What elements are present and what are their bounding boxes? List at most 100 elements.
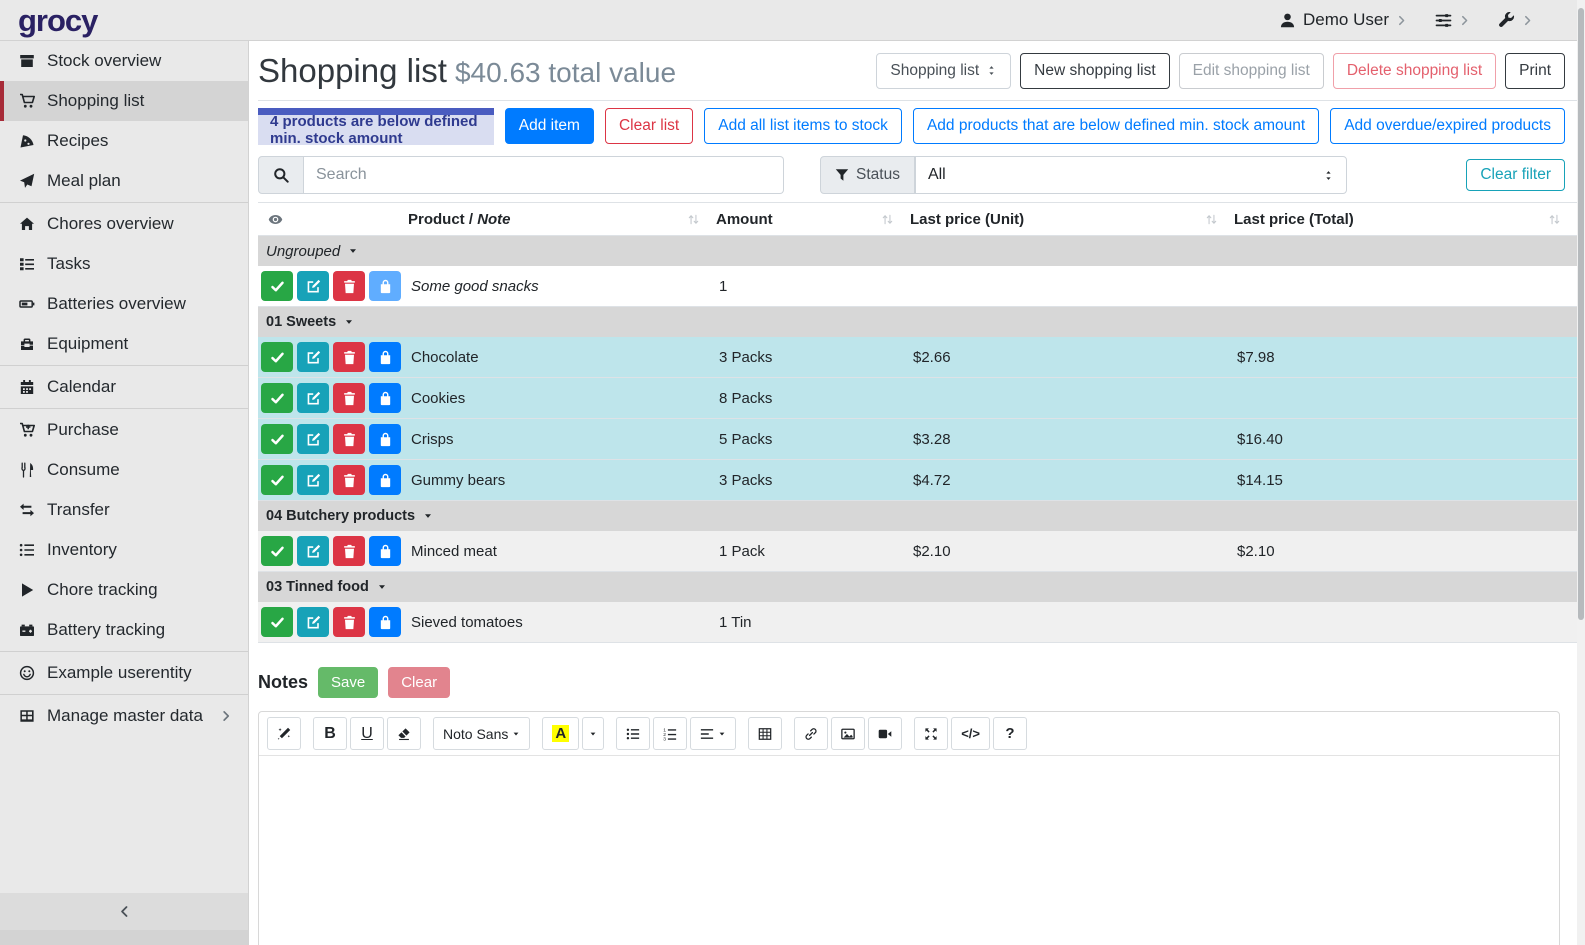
- sidebar-item-manage-master-data[interactable]: Manage master data: [0, 696, 248, 736]
- row-edit-button[interactable]: [297, 607, 329, 637]
- row-add-to-stock-button[interactable]: [369, 342, 401, 372]
- sidebar-item-shopping-list[interactable]: Shopping list: [0, 81, 248, 121]
- row-delete-button[interactable]: [333, 536, 365, 566]
- group-row-03-tinned-food[interactable]: 03 Tinned food: [258, 572, 1577, 602]
- group-row-ungrouped[interactable]: Ungrouped: [258, 236, 1577, 266]
- row-done-button[interactable]: [261, 383, 293, 413]
- sidebar-item-equipment[interactable]: Equipment: [0, 324, 248, 364]
- row-edit-button[interactable]: [297, 342, 329, 372]
- shopping-list-table: Product / Note Amount Last price (Unit) …: [258, 202, 1577, 643]
- sidebar-item-purchase[interactable]: Purchase: [0, 410, 248, 450]
- scrollbar-thumb[interactable]: [1578, 8, 1584, 620]
- sidebar-item-batteries-overview[interactable]: Batteries overview: [0, 284, 248, 324]
- sidebar-item-transfer[interactable]: Transfer: [0, 490, 248, 530]
- notes-editor-area[interactable]: [259, 756, 1559, 945]
- shopping-list-select[interactable]: Shopping list: [876, 53, 1011, 89]
- page-scrollbar[interactable]: [1577, 0, 1585, 945]
- row-edit-button[interactable]: [297, 271, 329, 301]
- admin-menu[interactable]: [1498, 12, 1533, 29]
- row-add-to-stock-button[interactable]: [369, 271, 401, 301]
- help-button[interactable]: ?: [993, 717, 1027, 750]
- group-row-01-sweets[interactable]: 01 Sweets: [258, 307, 1577, 337]
- delete-shopping-list-button[interactable]: Delete shopping list: [1333, 53, 1496, 89]
- sidebar-item-stock-overview[interactable]: Stock overview: [0, 41, 248, 81]
- ordered-list-button[interactable]: 123: [653, 717, 687, 750]
- amount-column-header[interactable]: Amount: [716, 203, 910, 235]
- sidebar-item-example-userentity[interactable]: Example userentity: [0, 653, 248, 693]
- insert-video-button[interactable]: [868, 717, 902, 750]
- row-add-to-stock-button[interactable]: [369, 383, 401, 413]
- tasks-icon: [17, 256, 36, 272]
- add-all-to-stock-button[interactable]: Add all list items to stock: [704, 108, 902, 144]
- search-input[interactable]: [304, 156, 784, 194]
- row-edit-button[interactable]: [297, 536, 329, 566]
- row-edit-button[interactable]: [297, 465, 329, 495]
- row-add-to-stock-button[interactable]: [369, 536, 401, 566]
- row-edit-button[interactable]: [297, 383, 329, 413]
- sidebar-item-inventory[interactable]: Inventory: [0, 530, 248, 570]
- clear-filter-button[interactable]: Clear filter: [1466, 159, 1565, 191]
- row-delete-button[interactable]: [333, 271, 365, 301]
- edit-shopping-list-button[interactable]: Edit shopping list: [1179, 53, 1324, 89]
- notes-save-button[interactable]: Save: [318, 667, 378, 698]
- row-done-button[interactable]: [261, 607, 293, 637]
- font-color-caret-button[interactable]: [582, 717, 604, 750]
- row-done-button[interactable]: [261, 271, 293, 301]
- row-done-button[interactable]: [261, 424, 293, 454]
- underline-button[interactable]: U: [350, 717, 384, 750]
- row-delete-button[interactable]: [333, 424, 365, 454]
- group-label: 03 Tinned food: [266, 579, 369, 595]
- paragraph-align-button[interactable]: [690, 717, 736, 750]
- row-done-button[interactable]: [261, 342, 293, 372]
- sidebar-item-tasks[interactable]: Tasks: [0, 244, 248, 284]
- row-edit-button[interactable]: [297, 424, 329, 454]
- code-view-button[interactable]: </>: [951, 717, 990, 750]
- add-below-min-stock-button[interactable]: Add products that are below defined min.…: [913, 108, 1319, 144]
- row-delete-button[interactable]: [333, 342, 365, 372]
- fullscreen-button[interactable]: [914, 717, 948, 750]
- add-overdue-button[interactable]: Add overdue/expired products: [1330, 108, 1565, 144]
- align-icon: [700, 727, 714, 741]
- style-magic-button[interactable]: [267, 717, 301, 750]
- font-family-select[interactable]: Noto Sans: [433, 717, 530, 750]
- sidebar-item-chore-tracking[interactable]: Chore tracking: [0, 570, 248, 610]
- settings-menu[interactable]: [1435, 12, 1470, 29]
- app-logo[interactable]: grocy: [18, 5, 97, 36]
- add-item-button[interactable]: Add item: [505, 108, 594, 144]
- total-price-column-header[interactable]: Last price (Total): [1234, 203, 1577, 235]
- sidebar-item-chores-overview[interactable]: Chores overview: [0, 204, 248, 244]
- insert-picture-button[interactable]: [831, 717, 865, 750]
- row-done-button[interactable]: [261, 536, 293, 566]
- font-color-button[interactable]: A: [542, 717, 579, 750]
- clear-format-button[interactable]: [387, 717, 421, 750]
- sidebar-collapse-button[interactable]: [0, 893, 248, 930]
- product-column-header[interactable]: Product / Note: [408, 203, 716, 235]
- sidebar-item-meal-plan[interactable]: Meal plan: [0, 161, 248, 201]
- row-delete-button[interactable]: [333, 383, 365, 413]
- notes-clear-button[interactable]: Clear: [388, 667, 450, 698]
- user-menu[interactable]: Demo User: [1279, 10, 1407, 30]
- sidebar-item-calendar[interactable]: Calendar: [0, 367, 248, 407]
- group-row-04-butchery-products[interactable]: 04 Butchery products: [258, 501, 1577, 531]
- row-add-to-stock-button[interactable]: [369, 465, 401, 495]
- insert-table-button[interactable]: [748, 717, 782, 750]
- row-add-to-stock-button[interactable]: [369, 607, 401, 637]
- insert-link-button[interactable]: [794, 717, 828, 750]
- row-done-button[interactable]: [261, 465, 293, 495]
- sidebar-item-recipes[interactable]: Recipes: [0, 121, 248, 161]
- sidebar-item-battery-tracking[interactable]: Battery tracking: [0, 610, 248, 650]
- row-add-to-stock-button[interactable]: [369, 424, 401, 454]
- row-delete-button[interactable]: [333, 465, 365, 495]
- print-button[interactable]: Print: [1505, 53, 1565, 89]
- new-shopping-list-button[interactable]: New shopping list: [1020, 53, 1169, 89]
- sidebar-item-consume[interactable]: Consume: [0, 450, 248, 490]
- video-icon: [878, 727, 892, 741]
- clear-list-button[interactable]: Clear list: [605, 108, 693, 144]
- bold-button[interactable]: B: [313, 717, 347, 750]
- row-delete-button[interactable]: [333, 607, 365, 637]
- min-stock-banner[interactable]: 4 products are below defined min. stock …: [258, 108, 494, 145]
- status-select[interactable]: All: [915, 156, 1347, 194]
- column-visibility-toggle[interactable]: [258, 212, 408, 227]
- unit-price-column-header[interactable]: Last price (Unit): [910, 203, 1234, 235]
- unordered-list-button[interactable]: [616, 717, 650, 750]
